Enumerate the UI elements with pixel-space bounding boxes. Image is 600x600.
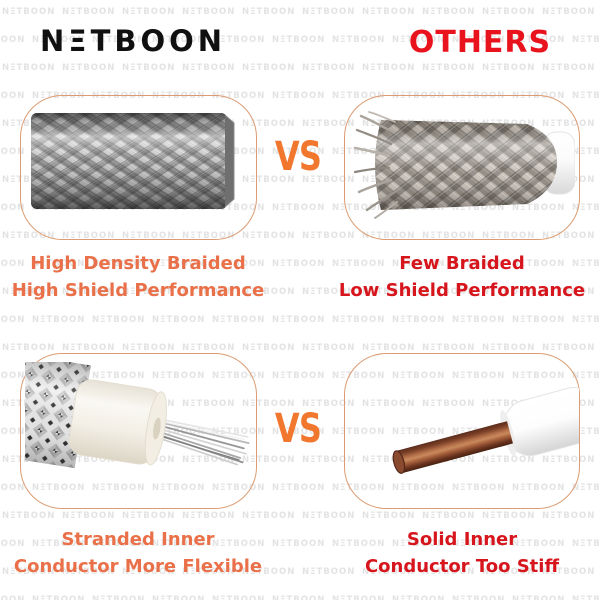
panel-few-braid (344, 95, 580, 240)
stranded-wires (151, 417, 250, 466)
competitor-label: OTHERS (408, 25, 552, 60)
caption-line: High Density Braided (30, 253, 246, 274)
frayed-strands (353, 111, 398, 219)
caption-line: Conductor More Flexible (13, 556, 263, 577)
vs-label-bottom: VS (274, 406, 322, 452)
caption-line: Stranded Inner (61, 529, 215, 550)
caption-line: Few Braided (399, 253, 525, 274)
caption-line: Solid Inner (406, 529, 518, 550)
caption-high-density-braided: High Density Braided High Shield Perform… (0, 250, 278, 304)
caption-line: Conductor Too Stiff (364, 556, 560, 577)
caption-solid-inner: Solid Inner Conductor Too Stiff (322, 526, 600, 580)
caption-line: Low Shield Performance (338, 280, 586, 301)
caption-line: High Shield Performance (11, 280, 265, 301)
few-braided-cable-image (353, 111, 575, 219)
caption-few-braided: Few Braided Low Shield Performance (322, 250, 600, 304)
high-density-braided-cable-image (31, 113, 235, 209)
panel-solid-inner (344, 353, 580, 509)
caption-stranded-inner: Stranded Inner Conductor More Flexible (0, 526, 278, 580)
panel-high-density-braid (20, 95, 257, 240)
stranded-inner-conductor-cable-image (25, 362, 250, 469)
brand-logo: NΞTBOON (40, 24, 227, 58)
vs-label-top: VS (274, 134, 322, 180)
panel-stranded-inner (20, 353, 257, 509)
solid-inner-conductor-cable-image (392, 387, 579, 474)
